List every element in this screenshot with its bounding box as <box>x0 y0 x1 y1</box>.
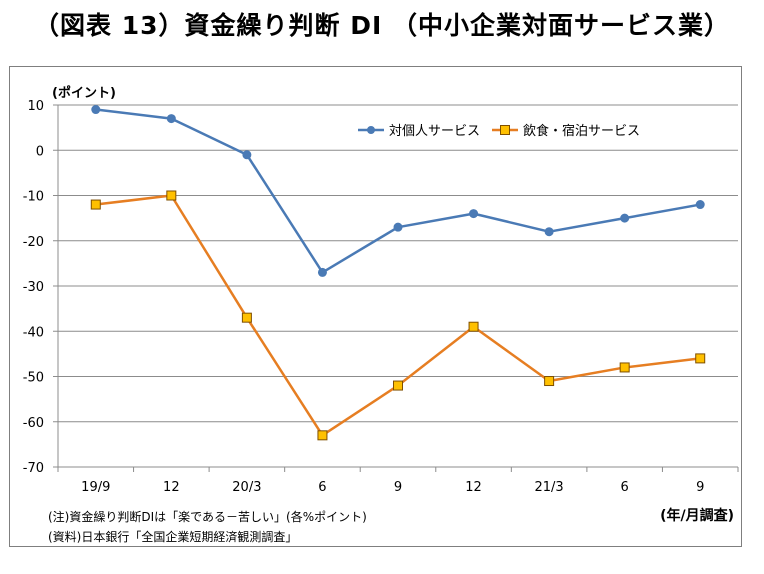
legend: 対個人サービス 飲食・宿泊サービス <box>358 123 640 139</box>
y-tick-label: -30 <box>23 280 44 295</box>
chart-frame <box>9 66 742 547</box>
x-tick-label: 9 <box>394 480 402 495</box>
y-tick-label: 0 <box>36 144 44 159</box>
x-tick-label: 12 <box>465 480 482 495</box>
data-point-2 <box>241 312 252 323</box>
y-tick-label: -20 <box>23 235 44 250</box>
data-point-1 <box>469 209 479 219</box>
series <box>90 105 706 441</box>
y-axis-unit-label: (ポイント) <box>52 86 116 101</box>
x-tick-label: 6 <box>621 480 629 495</box>
legend-label-1: 対個人サービス <box>389 124 480 139</box>
data-point-2 <box>619 362 630 373</box>
x-tick-label: 19/9 <box>81 480 110 495</box>
x-tick-label: 12 <box>163 480 180 495</box>
x-tick-label: 6 <box>318 480 326 495</box>
legend-marker-2 <box>500 125 510 135</box>
grid-lines <box>58 104 738 468</box>
x-tick-label: 9 <box>696 480 704 495</box>
x-tick-label: 20/3 <box>232 480 261 495</box>
data-point-1 <box>166 114 176 124</box>
y-tick-label: -70 <box>23 461 44 476</box>
data-point-2 <box>468 321 479 332</box>
y-tick-label: -50 <box>23 371 44 386</box>
data-point-1 <box>620 213 630 223</box>
data-point-2 <box>90 199 101 210</box>
data-point-2 <box>544 376 555 387</box>
footnote-source: (資料)日本銀行「全国企業短期経済観測調査」 <box>48 530 298 544</box>
data-point-1 <box>544 227 554 237</box>
legend-label-2: 飲食・宿泊サービス <box>523 123 640 139</box>
data-point-1 <box>242 150 252 160</box>
y-tick-label: 10 <box>27 99 44 114</box>
y-tick-label: -40 <box>23 325 44 340</box>
data-point-1 <box>695 200 705 210</box>
x-axis-unit-label: (年/月調査) <box>660 508 734 524</box>
data-point-2 <box>393 380 403 391</box>
data-point-2 <box>166 190 177 201</box>
data-point-2 <box>695 353 706 364</box>
x-tick-label: 21/3 <box>535 480 564 495</box>
data-point-1 <box>393 222 403 232</box>
data-point-1 <box>317 267 327 277</box>
footnote-note: (注)資金繰り判断DIは「楽である－苦しい」(各%ポイント) <box>48 510 367 524</box>
page-title: （図表 13）資金繰り判断 DI （中小企業対面サービス業） <box>34 11 730 40</box>
y-tick-label: -60 <box>23 416 44 431</box>
axes: 10 0 -10 -20 -30 -40 -50 -60 -70 19/9 12 20/3 6 9 12 21… <box>23 99 739 495</box>
y-tick-label: -10 <box>23 190 44 205</box>
legend-marker-1 <box>367 126 375 134</box>
data-point-1 <box>91 105 101 115</box>
data-point-2 <box>317 430 328 441</box>
